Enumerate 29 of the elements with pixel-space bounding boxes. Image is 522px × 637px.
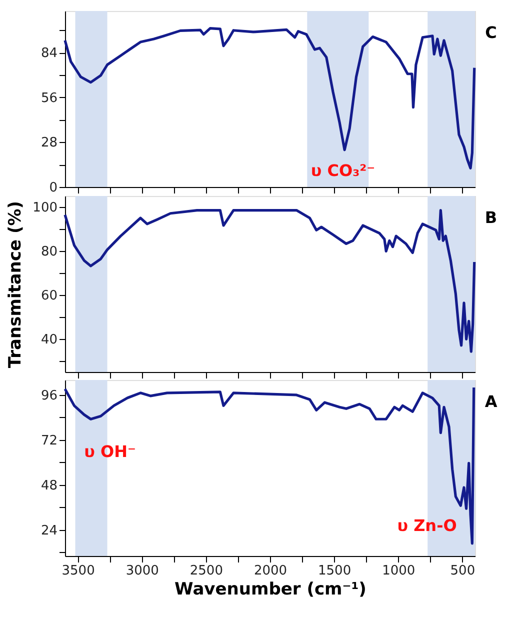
y-tick-label: 48 [40,478,58,494]
line-series [64,209,476,353]
y-tick-label: 84 [40,46,58,62]
x-tick-label: 3500 [62,564,95,578]
y-tick-label: 80 [40,244,58,260]
x-tick-label: 3000 [126,564,159,578]
text: A [484,392,498,411]
annotation: υ OH⁻ [84,442,136,461]
text: B [484,208,498,227]
y-tick-label: 56 [40,90,58,106]
y-tick-label: 40 [40,332,58,348]
line-series [64,386,476,545]
annotation: υ CO₃²⁻ [310,161,376,180]
annotation: υ Zn-O [397,516,457,535]
x-axis-title: Wavenumber (cm⁻¹) [174,580,366,600]
x-tick-label: 2000 [254,564,288,578]
x-tick-label: 1500 [318,564,352,578]
x-tick-label: 1000 [382,564,416,578]
text: C [485,23,497,42]
y-tick-label: 24 [40,523,58,538]
y-tick-label: 0 [49,180,58,196]
x-tick-label: 2500 [190,564,223,578]
y-tick-label: 28 [40,136,58,151]
y-tick-label: 96 [40,388,58,404]
y-tick-label: 100 [32,200,58,216]
y-tick-label: 60 [40,288,58,304]
y-axis-title: Transmitance (%) [6,200,26,368]
x-tick-label: 500 [450,564,476,578]
y-tick-label: 72 [40,433,58,448]
